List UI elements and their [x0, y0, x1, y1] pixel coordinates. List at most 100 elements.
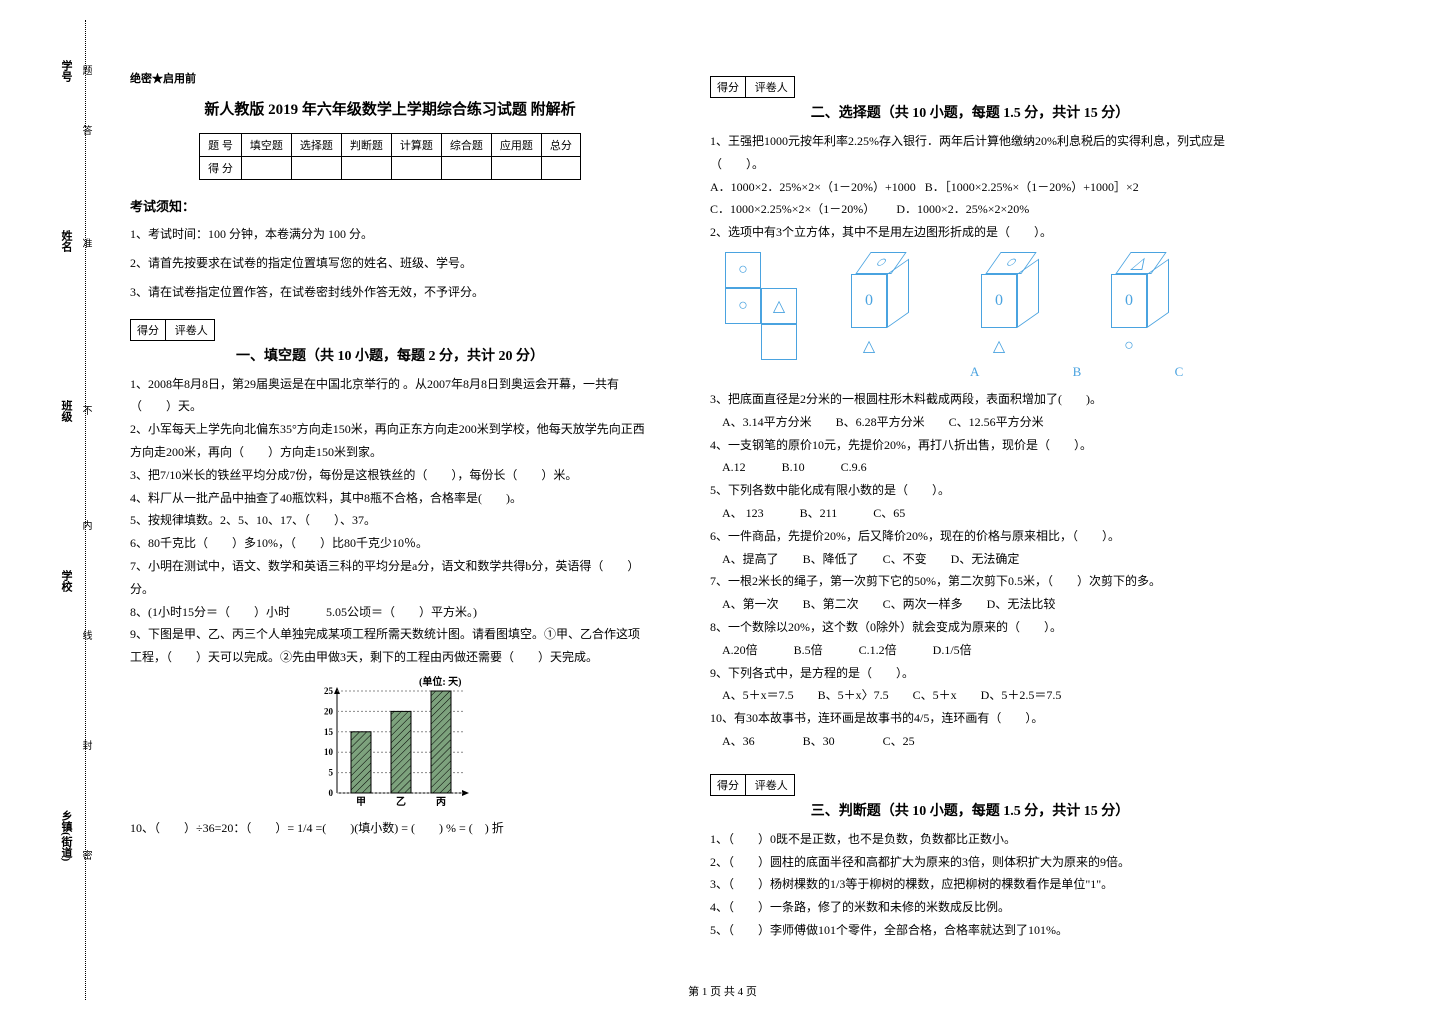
col-head: 综合题	[441, 134, 491, 157]
question: 9、下列各式中，是方程的是（ ）。	[710, 662, 1230, 685]
question: 3、把底面直径是2分米的一根圆柱形木料截成两段，表面积增加了( )。	[710, 388, 1230, 411]
option-line: A.20倍 B.5倍 C.1.2倍 D.1/5倍	[710, 639, 1230, 662]
grader-label: 评卷人	[749, 775, 794, 795]
col-head: 总分	[541, 134, 580, 157]
net-face: ○	[725, 252, 761, 288]
inner-label: 题	[78, 65, 93, 75]
table-row: 得 分	[200, 157, 581, 180]
col-head: 填空题	[241, 134, 291, 157]
question: 1、（ ）0既不是正数，也不是负数，负数都比正数小。	[710, 828, 1230, 851]
question: 8、(1小时15分＝（ ）小时 5.05公顷＝（ ）平方米。)	[130, 601, 650, 624]
option-line: A、第一次 B、第二次 C、两次一样多 D、无法比较	[710, 593, 1230, 616]
option-label-a: A	[970, 364, 979, 380]
confidential-tag: 绝密★启用前	[130, 70, 650, 86]
svg-text:0: 0	[329, 788, 334, 798]
section-score-box: 得分 评卷人	[710, 76, 795, 98]
question: 3、把7/10米长的铁丝平均分成7份，每份是这根铁丝的（ ），每份长（ ）米。	[130, 464, 650, 487]
section3-title: 三、判断题（共 10 小题，每题 1.5 分，共计 15 分）	[710, 800, 1230, 820]
option-line: A、36 B、30 C、25	[710, 730, 1230, 753]
question: 6、80千克比（ ）多10%，（ ）比80千克少10％。	[130, 532, 650, 555]
cube-front: 0	[981, 274, 1017, 328]
section-score-box: 得分 评卷人	[130, 319, 215, 341]
question: 5、（ ）李师傅做101个零件，全部合格，合格率就达到了101%。	[710, 919, 1230, 942]
col-head: 选择题	[291, 134, 341, 157]
net-face: ○	[725, 288, 761, 324]
inner-label: 密	[78, 850, 93, 860]
question: 1、2008年8月8日，第29届奥运是在中国北京举行的 。从2007年8月8日到…	[130, 373, 650, 419]
score-summary-table: 题 号 填空题 选择题 判断题 计算题 综合题 应用题 总分 得 分	[199, 133, 581, 180]
svg-text:20: 20	[324, 706, 334, 716]
binding-label-banji: 班级	[58, 400, 74, 422]
question: 7、小明在测试中，语文、数学和英语三科的平均分是a分，语文和数学共得b分，英语得…	[130, 555, 650, 601]
inner-label: 答	[78, 125, 93, 135]
option-line: A、3.14平方分米 B、6.28平方分米 C、12.56平方分米	[710, 411, 1230, 434]
svg-text:10: 10	[324, 747, 334, 757]
grader-label: 评卷人	[169, 320, 214, 340]
inner-label: 内	[78, 520, 93, 530]
cube-option-a: ○ 0 △	[845, 252, 965, 362]
grader-label: 评卷人	[749, 77, 794, 97]
svg-text:15: 15	[324, 727, 334, 737]
cube-net-left: ○ ○ △	[715, 252, 835, 362]
question: 1、王强把1000元按年利率2.25%存入银行．两年后计算他缴纳20%利息税后的…	[710, 130, 1230, 176]
binding-margin: 学号 题 答 姓名 准 班级 不 内 学校 线 封 乡镇(街道) 密	[0, 0, 100, 1019]
cube-net-row: ○ ○ △ ○ 0 △ ○ 0 △ △ 0 ○	[710, 252, 1230, 362]
svg-text:25: 25	[324, 686, 334, 696]
net-face: △	[761, 288, 797, 324]
section-score-box: 得分 评卷人	[710, 774, 795, 796]
cube-option-b: ○ 0 △	[975, 252, 1095, 362]
cube-option-c: △ 0 ○	[1105, 252, 1225, 362]
score-label: 得分	[711, 775, 746, 795]
notice-item: 3、请在试卷指定位置作答，在试卷密封线外作答无效，不予评分。	[130, 283, 650, 302]
col-head: 判断题	[341, 134, 391, 157]
score-label: 得分	[131, 320, 166, 340]
option-line: C．1000×2.25%×2×（1－20%） D．1000×2．25%×2×20…	[710, 198, 1230, 221]
col-head: 计算题	[391, 134, 441, 157]
question: 5、下列各数中能化成有限小数的是（ ）。	[710, 479, 1230, 502]
option-label-c: C	[1175, 364, 1184, 380]
option-line: A、 123 B、211 C、65	[710, 502, 1230, 525]
inner-label: 不	[78, 405, 93, 415]
option-line: A.12 B.10 C.9.6	[710, 456, 1230, 479]
svg-text:(单位: 天): (单位: 天)	[419, 675, 462, 688]
exam-title: 新人教版 2019 年六年级数学上学期综合练习试题 附解析	[130, 98, 650, 119]
left-column: 绝密★启用前 新人教版 2019 年六年级数学上学期综合练习试题 附解析 题 号…	[120, 70, 660, 840]
question: 2、小军每天上学先向北偏东35°方向走150米，再向正东方向走200米到学校，他…	[130, 418, 650, 464]
question: 6、一件商品，先提价20%，后又降价20%，现在的价格与原来相比，（ ）。	[710, 525, 1230, 548]
score-label: 得分	[711, 77, 746, 97]
bar-chart: (单位: 天) 0 5 10 15 20 25 甲 乙 丙	[305, 673, 475, 813]
notice-item: 1、考试时间：100 分钟，本卷满分为 100 分。	[130, 225, 650, 244]
option-label-b: B	[1073, 364, 1082, 380]
inner-label: 线	[78, 630, 93, 640]
col-head: 应用题	[491, 134, 541, 157]
question: 4、一支钢笔的原价10元，先提价20%，再打八折出售，现价是（ ）。	[710, 434, 1230, 457]
binding-label-xiangzhen: 乡镇(街道)	[58, 810, 74, 861]
question: 2、选项中有3个立方体，其中不是用左边图形折成的是（ ）。	[710, 221, 1230, 244]
question: 7、一根2米长的绳子，第一次剪下它的50%，第二次剪下0.5米，（ ）次剪下的多…	[710, 570, 1230, 593]
section1-title: 一、填空题（共 10 小题，每题 2 分，共计 20 分）	[130, 345, 650, 365]
row-label: 得 分	[200, 157, 242, 180]
cube-front: 0	[851, 274, 887, 328]
question: 9、下图是甲、乙、丙三个人单独完成某项工程所需天数统计图。请看图填空。①甲、乙合…	[130, 623, 650, 669]
question: 8、一个数除以20%，这个数（0除外）就会变成为原来的（ ）。	[710, 616, 1230, 639]
notice-heading: 考试须知：	[130, 196, 650, 215]
option-line: A．1000×2．25%×2×（1－20%）+1000 B．［1000×2.25…	[710, 176, 1230, 199]
cube-front-b: △	[851, 328, 887, 364]
svg-text:甲: 甲	[356, 796, 366, 808]
cube-front-b: △	[981, 328, 1017, 364]
svg-text:丙: 丙	[436, 796, 446, 808]
table-row: 题 号 填空题 选择题 判断题 计算题 综合题 应用题 总分	[200, 134, 581, 157]
question: 2、（ ）圆柱的底面半径和高都扩大为原来的3倍，则体积扩大为原来的9倍。	[710, 851, 1230, 874]
binding-label-xingming: 姓名	[58, 230, 74, 252]
question: 4、（ ）一条路，修了的米数和未修的米数成反比例。	[710, 896, 1230, 919]
page-footer: 第 1 页 共 4 页	[0, 983, 1445, 999]
svg-text:乙: 乙	[396, 796, 406, 808]
inner-label: 封	[78, 740, 93, 750]
question: 3、（ ）杨树棵数的1/3等于柳树的棵数，应把柳树的棵数看作是单位"1"。	[710, 873, 1230, 896]
cube-front-b: ○	[1111, 328, 1147, 364]
notice-item: 2、请首先按要求在试卷的指定位置填写您的姓名、班级、学号。	[130, 254, 650, 273]
option-line: A、提高了 B、降低了 C、不变 D、无法确定	[710, 548, 1230, 571]
cube-option-labels: A B C	[710, 364, 1230, 380]
net-face	[761, 324, 797, 360]
svg-text:5: 5	[329, 768, 334, 778]
